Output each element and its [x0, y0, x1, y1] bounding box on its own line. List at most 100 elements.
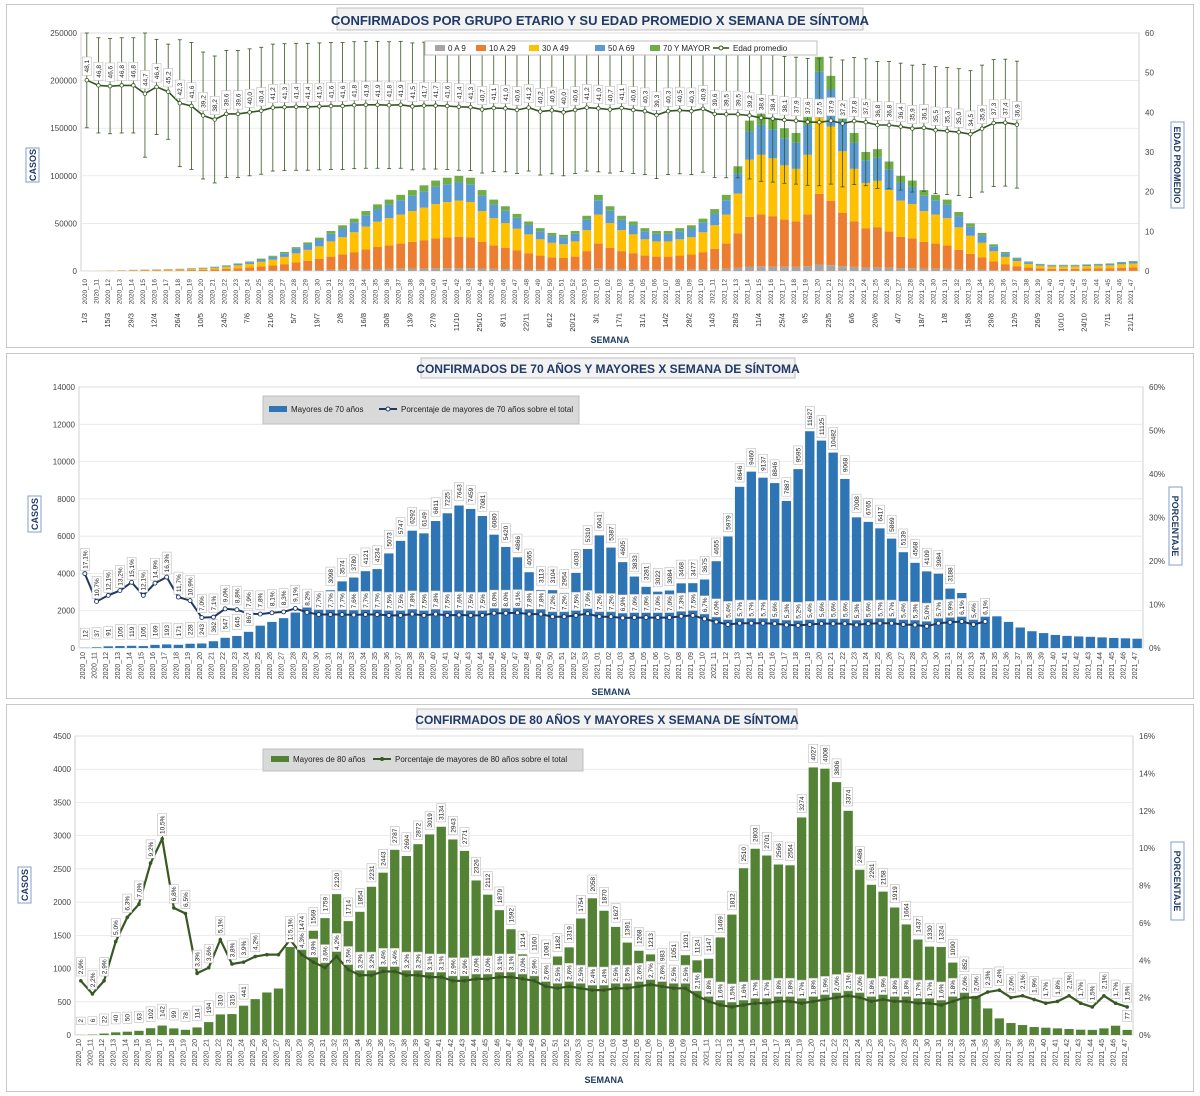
- data-label-box: [413, 820, 423, 840]
- legend-label: Mayores de 70 años: [291, 405, 364, 414]
- bar-segment: [617, 215, 627, 220]
- data-label-box: [723, 601, 733, 620]
- pct-point: [807, 622, 813, 627]
- x-tick-label: 2021_08: [675, 279, 682, 305]
- x-tick-label: 2021_40: [1047, 279, 1054, 305]
- avg-age-point: [375, 102, 380, 107]
- x-tick-label: 2020_28: [291, 279, 298, 305]
- bar-segment: [233, 263, 243, 266]
- data-label: 7,5%: [386, 594, 393, 609]
- x-tick-label: 2020_52: [571, 652, 578, 679]
- data-label-group: 37,9: [791, 97, 801, 117]
- bar-segment: [652, 233, 661, 242]
- avg-age-point: [84, 78, 90, 83]
- x-tick-label: 2020_17: [157, 1039, 164, 1066]
- data-label-group: 7,8%: [255, 590, 265, 610]
- pct-point: [555, 986, 560, 991]
- data-label: 2,5%: [683, 967, 690, 982]
- x-tick-label: 2020_42: [448, 1039, 455, 1066]
- data-label: 12,1%: [106, 572, 113, 591]
- data-label: 105: [117, 626, 124, 637]
- data-label-group: 9068: [840, 455, 850, 475]
- avg-age-point: [851, 118, 857, 124]
- avg-age-point: [526, 105, 531, 110]
- data-label: 10,5%: [160, 815, 167, 834]
- bar-segment: [524, 269, 534, 271]
- pct-point: [842, 621, 848, 627]
- data-label-group: 2771: [459, 827, 470, 847]
- date-tick-label: 27/9: [429, 313, 438, 328]
- data-label: 7081: [480, 494, 487, 509]
- data-label-box: [617, 594, 628, 614]
- date-tick-label: 21/11: [1126, 313, 1135, 331]
- data-label-group: 2,9%: [459, 957, 470, 977]
- data-label-box: [680, 931, 691, 951]
- bar-segment: [361, 249, 371, 270]
- data-label-group: 42,3: [175, 79, 185, 99]
- bar-segment: [1105, 263, 1115, 264]
- y2-axis-title-group: EDAD PROMEDIO: [1170, 121, 1185, 209]
- bar-segment: [256, 258, 266, 260]
- data-label-group: 7643: [454, 482, 464, 501]
- data-label: 7,3%: [679, 595, 686, 610]
- data-label: 4065: [527, 551, 534, 566]
- data-label: 41,9: [363, 84, 370, 97]
- avg-age-point: [456, 104, 462, 109]
- data-label-box: [851, 601, 862, 621]
- data-label-group: 35,9: [977, 105, 987, 125]
- data-label-box: [564, 962, 574, 982]
- avg-age-point: [398, 102, 403, 107]
- data-label: 1812: [729, 893, 736, 908]
- data-label-group: 2261: [866, 861, 877, 881]
- data-label-box: [197, 594, 207, 614]
- data-label: 7,8%: [538, 592, 545, 607]
- x-tick-label: 2020_29: [303, 279, 310, 305]
- x-tick-label: 2021_43: [1076, 1039, 1083, 1066]
- bar-segment: [338, 228, 348, 238]
- data-label: 2,4%: [590, 969, 597, 984]
- data-label-group: 1,7%: [1041, 979, 1051, 999]
- pct-point: [573, 612, 579, 618]
- date-tick-label: 11/10: [452, 313, 461, 331]
- data-label-box: [501, 589, 511, 609]
- data-label: 6,9%: [620, 596, 627, 611]
- data-label-group: 10482: [828, 427, 838, 450]
- data-label: 1,6%: [718, 983, 725, 998]
- data-label: 40,3: [689, 90, 696, 103]
- data-label-group: 41,8: [349, 81, 359, 101]
- data-label-group: 310: [215, 992, 226, 1009]
- pct-point: [439, 975, 444, 979]
- x-tick-label: 2020_25: [255, 652, 262, 679]
- data-label-group: 35,9: [907, 105, 918, 125]
- bar-segment: [628, 234, 638, 254]
- bar-segment: [721, 268, 731, 271]
- data-label: 3574: [339, 560, 346, 575]
- date-tick-label: 3/1: [591, 313, 600, 323]
- data-label-box: [279, 83, 290, 103]
- data-label-group: 3833: [629, 553, 640, 572]
- data-label: 41,9: [375, 84, 382, 97]
- bar-segment: [675, 255, 685, 270]
- data-label-group: 1213: [645, 930, 656, 950]
- x-tick-label: 2020_36: [384, 279, 391, 305]
- date-tick-label: 8/11: [498, 313, 507, 327]
- pct-point: [339, 612, 345, 617]
- date-tick-label: 6/12: [545, 313, 554, 328]
- bar-segment: [512, 228, 522, 251]
- data-label-box: [343, 897, 353, 917]
- bar-segment: [361, 211, 371, 216]
- pct-point: [148, 861, 153, 865]
- bar: [796, 817, 807, 1035]
- x-tick-label: 2020_49: [536, 652, 543, 679]
- bar: [1015, 627, 1025, 648]
- data-label: 41,2: [584, 87, 591, 100]
- x-tick-label: 2020_13: [117, 279, 124, 305]
- date-tick-label: 23/5: [824, 313, 833, 328]
- data-label-box: [494, 886, 505, 906]
- data-label-box: [733, 90, 743, 110]
- data-label-group: 2,4%: [587, 966, 598, 986]
- data-label: 867: [246, 612, 253, 623]
- data-label-box: [664, 594, 675, 614]
- bar-segment: [326, 241, 336, 257]
- data-label-group: 3,8%: [227, 940, 237, 960]
